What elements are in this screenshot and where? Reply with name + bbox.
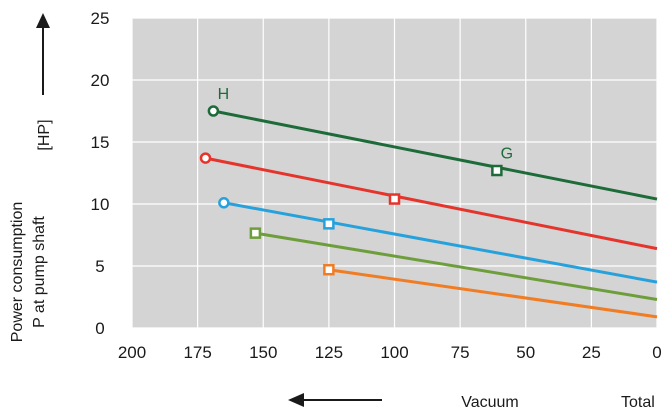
series-line bbox=[213, 109, 658, 201]
y-tick-label: 20 bbox=[91, 71, 110, 90]
x-tick-label: 0 bbox=[652, 343, 661, 362]
series-marker bbox=[388, 193, 401, 205]
y-tick-label: 25 bbox=[91, 9, 110, 28]
x-direction-arrow-icon bbox=[288, 393, 382, 407]
annotation-label: G bbox=[501, 146, 513, 163]
x-tick-label: 100 bbox=[380, 343, 408, 362]
y-tick-label: 10 bbox=[91, 195, 110, 214]
series-markers bbox=[199, 105, 503, 276]
series-marker bbox=[207, 105, 220, 117]
y-direction-arrow-icon bbox=[36, 13, 50, 95]
y-tick-label: 5 bbox=[95, 257, 104, 276]
series-lines bbox=[205, 109, 658, 319]
x-tick-label: 25 bbox=[582, 343, 601, 362]
series-marker bbox=[323, 218, 335, 230]
y-tick-label: 0 bbox=[95, 319, 104, 338]
x-axis-label: Vacuum bbox=[461, 394, 519, 411]
annotations: HG bbox=[218, 86, 514, 163]
series-marker bbox=[491, 164, 503, 177]
x-axis-label-total: Total bbox=[621, 394, 655, 411]
annotation-label: H bbox=[218, 86, 230, 103]
series-marker bbox=[323, 263, 335, 276]
y-tick-labels: 0 5 10 15 20 25 bbox=[91, 9, 110, 338]
series-marker bbox=[218, 197, 230, 209]
y-axis-label: Power consumption P at pump shaft bbox=[9, 202, 48, 343]
y-tick-label: 15 bbox=[91, 133, 110, 152]
y-axis-label-line2: P at pump shaft bbox=[31, 216, 48, 328]
x-tick-label: 150 bbox=[249, 343, 277, 362]
x-tick-label: 75 bbox=[451, 343, 470, 362]
x-tick-labels: 200 175 150 125 100 75 50 25 0 bbox=[118, 343, 662, 362]
x-tick-label: 50 bbox=[516, 343, 535, 362]
series-marker bbox=[199, 152, 212, 164]
y-unit-label: [HP] bbox=[36, 119, 53, 150]
x-tick-label: 200 bbox=[118, 343, 146, 362]
series-line bbox=[223, 201, 658, 284]
x-tick-label: 125 bbox=[315, 343, 343, 362]
series-line bbox=[328, 268, 658, 319]
series-line bbox=[255, 231, 658, 301]
series-line bbox=[205, 156, 658, 251]
y-axis-label-line1: Power consumption bbox=[9, 202, 26, 343]
series-marker bbox=[249, 227, 262, 239]
y-unit-text: [HP] bbox=[36, 119, 53, 150]
x-tick-label: 175 bbox=[183, 343, 211, 362]
